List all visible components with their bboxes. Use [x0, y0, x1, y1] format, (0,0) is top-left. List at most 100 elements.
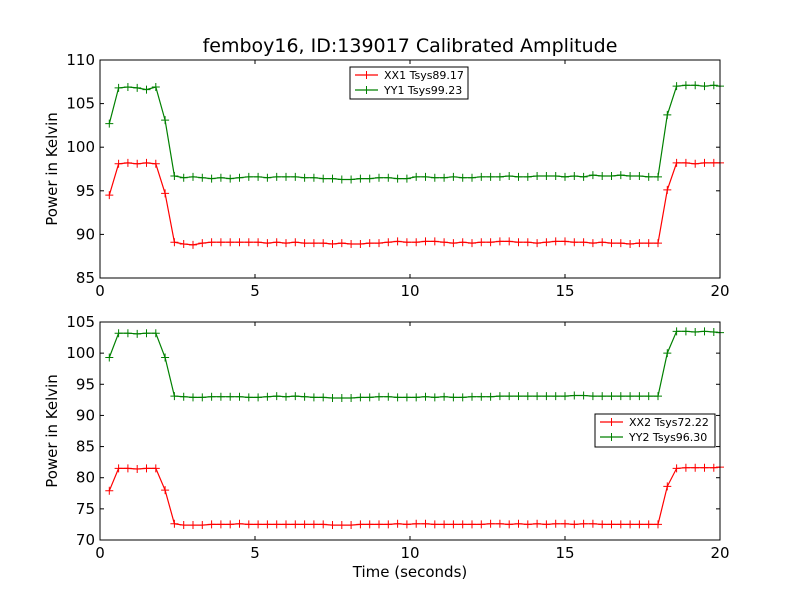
data-point	[468, 520, 476, 529]
data-point	[170, 171, 179, 180]
data-point	[142, 85, 151, 94]
data-point	[263, 520, 272, 529]
data-point	[505, 520, 514, 529]
data-point	[319, 239, 328, 248]
data-point	[523, 392, 532, 401]
data-point	[300, 239, 309, 248]
x-tick-label: 5	[250, 282, 260, 300]
data-point	[644, 520, 653, 529]
data-point	[551, 519, 560, 528]
data-point	[235, 519, 244, 528]
data-point	[588, 171, 597, 180]
data-point	[170, 519, 179, 528]
data-point	[561, 172, 569, 181]
data-point	[579, 172, 588, 181]
data-point	[607, 520, 616, 529]
legend-marker	[607, 418, 616, 426]
data-point	[235, 173, 244, 182]
data-point	[505, 392, 514, 401]
data-point	[635, 239, 644, 248]
data-point	[514, 392, 523, 401]
data-point	[347, 239, 356, 248]
data-point	[375, 173, 383, 182]
data-point	[430, 173, 439, 182]
legend-box	[594, 413, 716, 448]
data-point	[142, 329, 151, 338]
data-point	[272, 238, 281, 247]
data-point	[263, 173, 272, 182]
data-point	[505, 171, 514, 180]
data-point	[161, 486, 170, 495]
data-point	[161, 189, 170, 198]
data-point	[291, 172, 300, 181]
data-point	[672, 82, 681, 91]
data-point	[607, 171, 616, 180]
data-point	[272, 172, 281, 181]
data-point	[672, 464, 681, 473]
data-point	[300, 392, 309, 401]
data-point	[282, 239, 290, 248]
data-point	[551, 237, 560, 246]
data-point	[588, 239, 597, 248]
data-point	[198, 173, 207, 182]
data-point	[151, 159, 160, 168]
data-point	[514, 519, 523, 528]
y-tick-label: 85	[76, 438, 95, 456]
data-point	[691, 159, 700, 168]
data-point	[449, 239, 458, 248]
legend-label: YY2 Tsys96.30	[628, 431, 707, 444]
y-tick-label: 90	[76, 406, 95, 424]
data-point	[244, 393, 253, 402]
data-point	[691, 327, 700, 336]
data-point	[533, 171, 542, 180]
data-point	[309, 393, 318, 402]
data-point	[105, 486, 114, 495]
data-point	[654, 239, 662, 248]
data-point	[607, 239, 616, 248]
data-point	[570, 391, 579, 400]
data-point	[189, 521, 197, 530]
data-point	[244, 520, 253, 529]
data-point	[402, 393, 411, 402]
y-tick-label: 105	[66, 95, 95, 113]
data-point	[588, 392, 597, 401]
data-point	[272, 392, 281, 401]
data-point	[681, 327, 690, 336]
legend-marker	[362, 71, 371, 79]
data-point	[402, 174, 411, 183]
data-point	[384, 173, 393, 182]
data-point	[142, 464, 151, 473]
y-tick-label: 80	[76, 469, 95, 487]
data-point	[412, 393, 421, 402]
data-point	[347, 393, 356, 402]
data-point	[337, 175, 346, 184]
x-tick-label: 0	[95, 544, 105, 562]
data-point	[486, 519, 495, 528]
data-point	[570, 171, 579, 180]
data-point	[337, 521, 346, 530]
data-point	[114, 329, 123, 338]
data-point	[282, 172, 290, 181]
data-point	[384, 520, 393, 529]
data-point	[505, 237, 514, 246]
data-point	[133, 83, 142, 92]
data-point	[626, 392, 635, 401]
data-point	[123, 83, 132, 92]
data-point	[477, 520, 486, 529]
data-point	[644, 172, 653, 181]
data-point	[151, 464, 160, 473]
data-point	[523, 520, 532, 529]
data-point	[300, 520, 309, 529]
series-line-yy2	[108, 330, 721, 399]
data-point	[542, 238, 551, 247]
data-point	[393, 174, 402, 183]
data-point	[198, 521, 207, 530]
y-tick-label: 90	[76, 225, 95, 243]
data-point	[356, 174, 365, 183]
y-tick-label: 100	[66, 138, 95, 156]
data-point	[561, 392, 569, 401]
data-point	[635, 520, 644, 529]
data-point	[151, 329, 160, 338]
data-point	[402, 238, 411, 247]
data-point	[421, 519, 430, 528]
